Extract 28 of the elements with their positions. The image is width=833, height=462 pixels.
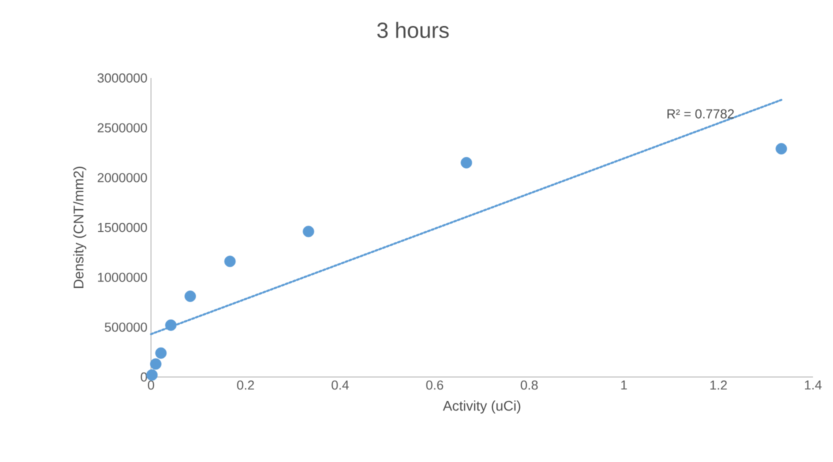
x-tick-label: 1.4 [804, 380, 822, 390]
x-tick-label: 0.6 [426, 380, 444, 390]
annotation: R² = 0.7782 [668, 109, 734, 118]
y-tick-label: 1500000 [98, 222, 147, 232]
y-tick-label: 3000000 [98, 73, 147, 83]
x-tick-label: 0 [148, 380, 154, 390]
x-tick-label: 0.4 [332, 380, 349, 390]
point [150, 358, 162, 370]
point [776, 143, 788, 154]
y-tick-label: 1000000 [98, 272, 147, 282]
y-axis-title: Density (CNT/mm2) [73, 166, 86, 288]
x-tick-label: 0.8 [520, 380, 538, 390]
point [460, 157, 472, 168]
point [184, 290, 196, 302]
y-tick-label: 500000 [104, 322, 147, 332]
x-tick-label: 1.2 [710, 380, 727, 390]
point [224, 256, 236, 268]
point [302, 226, 314, 238]
y-tick-label: 0 [140, 372, 147, 382]
chart-title: 3 hours [377, 22, 449, 38]
x-tick-label: 1 [621, 380, 627, 390]
point [165, 319, 177, 331]
y-tick-label: 2000000 [98, 173, 147, 182]
y-tick-label: 2500000 [98, 123, 147, 132]
point [155, 347, 167, 359]
x-axis-title: Activity (uCi) [442, 400, 520, 414]
x-tick-label: 0.2 [237, 380, 254, 390]
point [146, 369, 158, 381]
